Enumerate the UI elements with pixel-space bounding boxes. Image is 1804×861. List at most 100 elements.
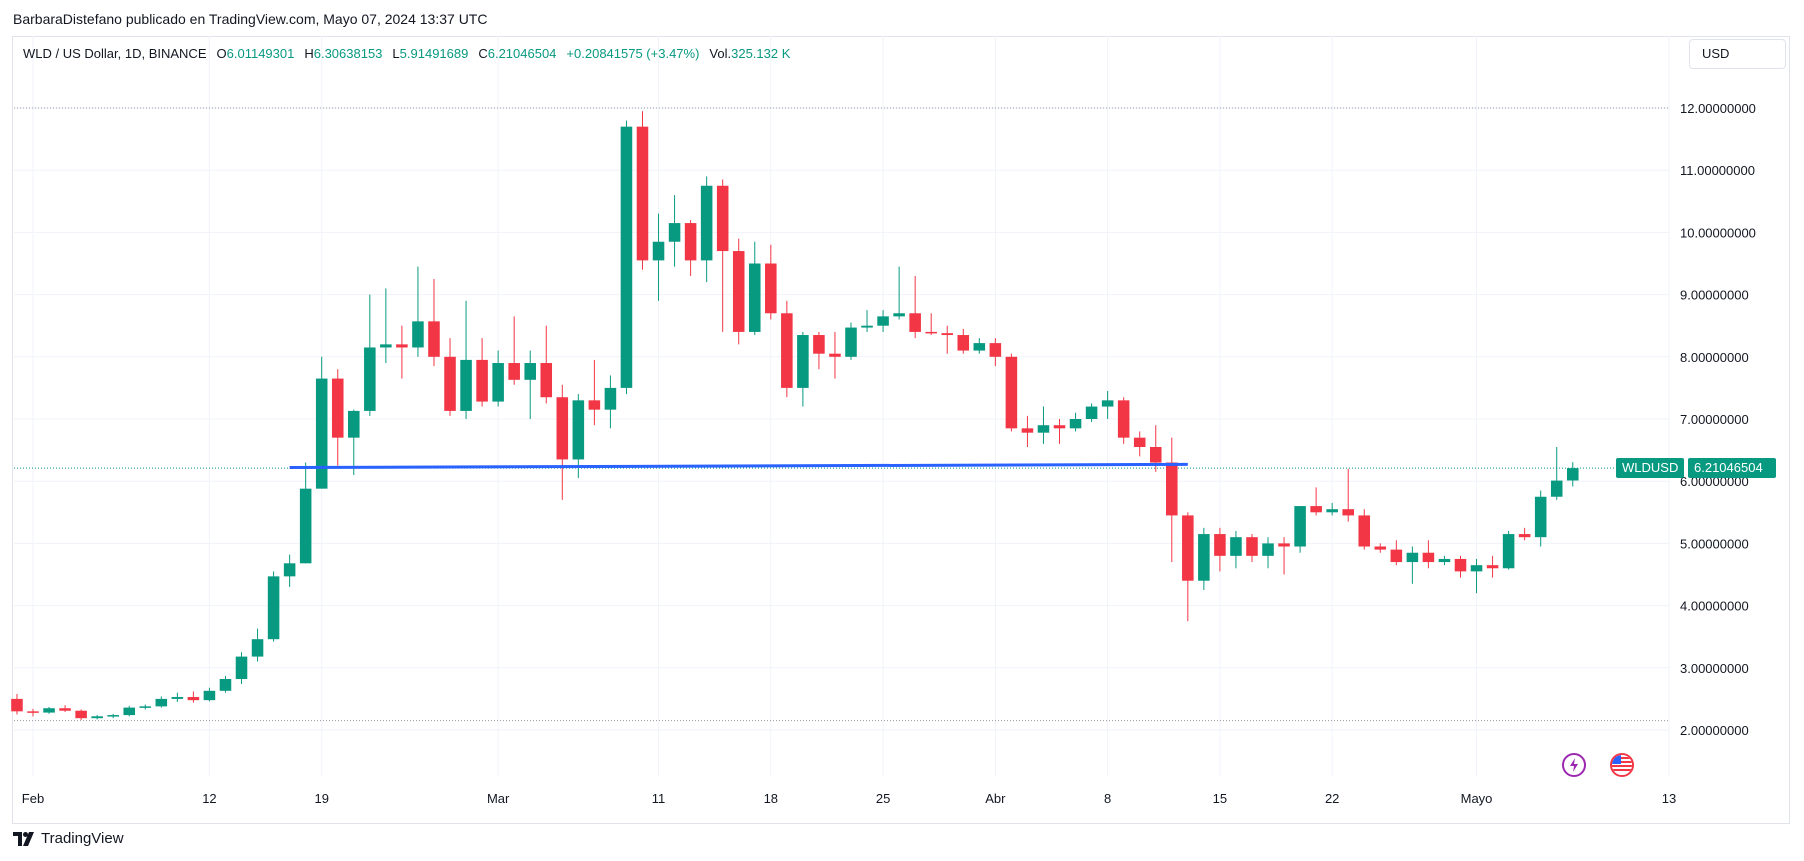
candle-up bbox=[797, 335, 809, 388]
chart-pane[interactable] bbox=[12, 36, 1790, 824]
time-tick-label: Mayo bbox=[1461, 791, 1493, 806]
candle-down bbox=[1310, 506, 1322, 513]
candle-up bbox=[572, 400, 585, 460]
candle-up bbox=[893, 313, 905, 317]
candle-up bbox=[460, 359, 472, 411]
lightning-icon[interactable] bbox=[1562, 753, 1586, 777]
candle-down bbox=[716, 185, 729, 252]
price-tick-label: 8.00000000 bbox=[1680, 350, 1749, 365]
price-tick-label: 7.00000000 bbox=[1680, 412, 1749, 427]
time-tick-label: 11 bbox=[652, 791, 666, 806]
publish-caption: BarbaraDistefano publicado en TradingVie… bbox=[13, 11, 488, 27]
candle-down bbox=[636, 126, 649, 261]
support-trendline bbox=[289, 462, 1188, 470]
candle-down bbox=[1374, 546, 1387, 550]
candle-up bbox=[877, 316, 889, 326]
candle-down bbox=[1518, 534, 1531, 538]
candle-up bbox=[1326, 509, 1338, 513]
candle-up bbox=[139, 706, 152, 708]
candle-down bbox=[909, 313, 921, 332]
candle-up bbox=[1037, 425, 1050, 433]
legend-high: H6.30638153 bbox=[304, 46, 382, 61]
ohlc-legend: WLD / US Dollar, 1D, BINANCE O6.01149301… bbox=[23, 46, 790, 61]
candle-up bbox=[1069, 419, 1082, 429]
candle-down bbox=[765, 263, 777, 314]
candle-down bbox=[1390, 549, 1403, 563]
candle-down bbox=[1342, 509, 1354, 516]
candle-up bbox=[1550, 480, 1563, 497]
candle-up bbox=[1502, 534, 1515, 569]
candle-up bbox=[1101, 400, 1114, 407]
candle-down bbox=[1053, 425, 1066, 429]
footer-brand-label: TradingView bbox=[41, 830, 124, 847]
candle-up bbox=[861, 325, 873, 328]
currency-button[interactable]: USD bbox=[1689, 39, 1786, 69]
candle-down bbox=[11, 698, 23, 712]
candle-down bbox=[1486, 565, 1499, 569]
price-tick-label: 4.00000000 bbox=[1680, 599, 1749, 614]
price-tick-label: 12.00000000 bbox=[1680, 101, 1756, 116]
candle-up bbox=[652, 241, 665, 261]
candle-down bbox=[1021, 428, 1034, 433]
candle-down bbox=[396, 344, 408, 348]
candle-up bbox=[267, 576, 280, 640]
candle-down bbox=[1358, 515, 1371, 547]
price-tick-label: 2.00000000 bbox=[1680, 723, 1749, 738]
footer-brand[interactable]: TradingView bbox=[13, 830, 124, 847]
candle-down bbox=[1182, 515, 1194, 581]
time-tick-label: Mar bbox=[487, 791, 510, 806]
candle-up bbox=[1262, 543, 1274, 556]
candle-down bbox=[989, 343, 1002, 357]
candle-up bbox=[283, 563, 296, 577]
candle-up bbox=[91, 716, 103, 719]
candle-down bbox=[187, 697, 200, 701]
candle-down bbox=[957, 335, 970, 351]
time-tick-label: 12 bbox=[202, 791, 216, 806]
candle-down bbox=[556, 397, 569, 460]
open-value: 6.01149301 bbox=[226, 46, 295, 61]
candle-down bbox=[813, 335, 825, 354]
candle-down bbox=[476, 359, 488, 402]
candle-up bbox=[1198, 534, 1210, 581]
trendline-layer bbox=[289, 462, 1188, 470]
candle-up bbox=[380, 344, 392, 348]
open-label: O bbox=[216, 46, 227, 61]
candle-down bbox=[59, 708, 71, 711]
candle-up bbox=[524, 363, 536, 380]
candle-down bbox=[1005, 356, 1018, 429]
candle-down bbox=[27, 711, 39, 713]
candle-up bbox=[123, 707, 136, 716]
last-price-symbol-tag: WLDUSD bbox=[1616, 458, 1685, 478]
tradingview-logo-icon bbox=[13, 831, 34, 846]
candle-up bbox=[43, 708, 55, 713]
price-tick-label: 10.00000000 bbox=[1680, 225, 1756, 240]
candle-down bbox=[1422, 552, 1435, 563]
low-label: L bbox=[392, 46, 400, 61]
candle-up bbox=[668, 223, 681, 242]
candle-down bbox=[1246, 537, 1258, 556]
candle-up bbox=[748, 263, 761, 332]
time-tick-label: 15 bbox=[1213, 791, 1227, 806]
legend-open: O6.01149301 bbox=[217, 46, 295, 61]
time-tick-label: 18 bbox=[764, 791, 778, 806]
low-value: 5.91491689 bbox=[399, 46, 469, 61]
candle-down bbox=[1133, 437, 1146, 447]
last-price-value-tag: 6.21046504 bbox=[1688, 458, 1776, 478]
candle-up bbox=[348, 410, 360, 438]
candle-up bbox=[492, 363, 504, 402]
time-tick-label: Abr bbox=[985, 791, 1006, 806]
candle-down bbox=[508, 363, 520, 380]
high-label: H bbox=[304, 46, 314, 61]
candle-up bbox=[1406, 552, 1419, 563]
candle-up bbox=[1566, 468, 1579, 481]
candle-up bbox=[203, 690, 216, 701]
legend-low: L5.91491689 bbox=[392, 46, 468, 61]
candle-up bbox=[1438, 558, 1451, 563]
candle-up bbox=[604, 387, 617, 410]
us-flag-icon[interactable] bbox=[1610, 753, 1634, 777]
price-tick-label: 9.00000000 bbox=[1680, 288, 1749, 303]
price-tick-label: 3.00000000 bbox=[1680, 661, 1749, 676]
candle-up bbox=[845, 327, 857, 357]
candle-up bbox=[315, 378, 328, 489]
